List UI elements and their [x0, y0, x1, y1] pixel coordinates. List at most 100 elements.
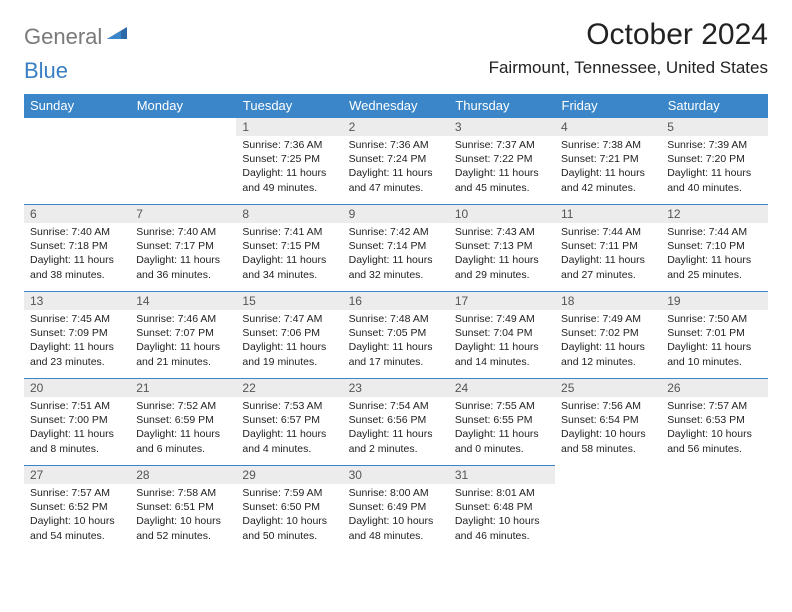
- calendar-cell: 21Sunrise: 7:52 AMSunset: 6:59 PMDayligh…: [130, 379, 236, 466]
- sunset-line: Sunset: 7:01 PM: [667, 326, 761, 340]
- logo-text-blue: Blue: [24, 58, 68, 84]
- day-number: 11: [555, 205, 661, 223]
- day-number: 8: [236, 205, 342, 223]
- sunset-line: Sunset: 6:54 PM: [561, 413, 655, 427]
- calendar-cell: 30Sunrise: 8:00 AMSunset: 6:49 PMDayligh…: [343, 466, 449, 553]
- day-content: Sunrise: 7:46 AMSunset: 7:07 PMDaylight:…: [130, 310, 236, 373]
- sunrise-line: Sunrise: 7:43 AM: [455, 225, 549, 239]
- sunrise-line: Sunrise: 7:44 AM: [667, 225, 761, 239]
- sunset-line: Sunset: 6:51 PM: [136, 500, 230, 514]
- day-header: Saturday: [661, 94, 767, 118]
- day-content: Sunrise: 7:49 AMSunset: 7:02 PMDaylight:…: [555, 310, 661, 373]
- daylight-line: Daylight: 11 hours and 6 minutes.: [136, 427, 230, 455]
- day-number: 24: [449, 379, 555, 397]
- day-content: Sunrise: 7:48 AMSunset: 7:05 PMDaylight:…: [343, 310, 449, 373]
- day-content: Sunrise: 7:37 AMSunset: 7:22 PMDaylight:…: [449, 136, 555, 199]
- daylight-line: Daylight: 11 hours and 12 minutes.: [561, 340, 655, 368]
- day-content: Sunrise: 7:47 AMSunset: 7:06 PMDaylight:…: [236, 310, 342, 373]
- daylight-line: Daylight: 10 hours and 50 minutes.: [242, 514, 336, 542]
- sunrise-line: Sunrise: 7:57 AM: [30, 486, 124, 500]
- daylight-line: Daylight: 11 hours and 25 minutes.: [667, 253, 761, 281]
- day-header: Sunday: [24, 94, 130, 118]
- day-content: Sunrise: 7:53 AMSunset: 6:57 PMDaylight:…: [236, 397, 342, 460]
- day-number: 10: [449, 205, 555, 223]
- day-content: Sunrise: 7:45 AMSunset: 7:09 PMDaylight:…: [24, 310, 130, 373]
- calendar-cell: 6Sunrise: 7:40 AMSunset: 7:18 PMDaylight…: [24, 205, 130, 292]
- sunset-line: Sunset: 7:11 PM: [561, 239, 655, 253]
- day-number: 6: [24, 205, 130, 223]
- sunrise-line: Sunrise: 7:49 AM: [455, 312, 549, 326]
- day-content: Sunrise: 7:36 AMSunset: 7:24 PMDaylight:…: [343, 136, 449, 199]
- daylight-line: Daylight: 11 hours and 2 minutes.: [349, 427, 443, 455]
- calendar-cell: 1 Sunrise: 7:36 AMSunset: 7:25 PMDaylight…: [236, 118, 342, 205]
- sunset-line: Sunset: 7:25 PM: [242, 152, 336, 166]
- day-number: 12: [661, 205, 767, 223]
- calendar-cell: 4Sunrise: 7:38 AMSunset: 7:21 PMDaylight…: [555, 118, 661, 205]
- sunset-line: Sunset: 6:56 PM: [349, 413, 443, 427]
- day-number: 30: [343, 466, 449, 484]
- sunrise-line: Sunrise: 7:46 AM: [136, 312, 230, 326]
- day-content: Sunrise: 7:39 AMSunset: 7:20 PMDaylight:…: [661, 136, 767, 199]
- sunset-line: Sunset: 7:21 PM: [561, 152, 655, 166]
- calendar-cell: 25Sunrise: 7:56 AMSunset: 6:54 PMDayligh…: [555, 379, 661, 466]
- calendar-table: SundayMondayTuesdayWednesdayThursdayFrid…: [24, 94, 768, 552]
- day-number: 1: [236, 118, 342, 136]
- sunset-line: Sunset: 7:22 PM: [455, 152, 549, 166]
- day-content: Sunrise: 7:55 AMSunset: 6:55 PMDaylight:…: [449, 397, 555, 460]
- day-header-row: SundayMondayTuesdayWednesdayThursdayFrid…: [24, 94, 768, 118]
- calendar-cell: [555, 466, 661, 553]
- day-content: Sunrise: 7:44 AMSunset: 7:11 PMDaylight:…: [555, 223, 661, 286]
- calendar-cell: 13Sunrise: 7:45 AMSunset: 7:09 PMDayligh…: [24, 292, 130, 379]
- daylight-line: Daylight: 11 hours and 21 minutes.: [136, 340, 230, 368]
- day-number: 7: [130, 205, 236, 223]
- location-text: Fairmount, Tennessee, United States: [489, 58, 768, 78]
- sunset-line: Sunset: 7:20 PM: [667, 152, 761, 166]
- title-block: October 2024 Fairmount, Tennessee, Unite…: [489, 18, 768, 78]
- sunset-line: Sunset: 7:13 PM: [455, 239, 549, 253]
- sunrise-line: Sunrise: 8:00 AM: [349, 486, 443, 500]
- day-content: Sunrise: 7:38 AMSunset: 7:21 PMDaylight:…: [555, 136, 661, 199]
- sunset-line: Sunset: 7:00 PM: [30, 413, 124, 427]
- day-number: 28: [130, 466, 236, 484]
- day-header: Thursday: [449, 94, 555, 118]
- logo-triangle-icon: [107, 23, 127, 44]
- calendar-cell: 5Sunrise: 7:39 AMSunset: 7:20 PMDaylight…: [661, 118, 767, 205]
- sunrise-line: Sunrise: 7:55 AM: [455, 399, 549, 413]
- sunrise-line: Sunrise: 7:36 AM: [242, 138, 336, 152]
- calendar-cell: 14Sunrise: 7:46 AMSunset: 7:07 PMDayligh…: [130, 292, 236, 379]
- calendar-cell: 17Sunrise: 7:49 AMSunset: 7:04 PMDayligh…: [449, 292, 555, 379]
- day-content: Sunrise: 7:52 AMSunset: 6:59 PMDaylight:…: [130, 397, 236, 460]
- sunrise-line: Sunrise: 7:44 AM: [561, 225, 655, 239]
- daylight-line: Daylight: 11 hours and 49 minutes.: [242, 166, 336, 194]
- calendar-cell: 24Sunrise: 7:55 AMSunset: 6:55 PMDayligh…: [449, 379, 555, 466]
- calendar-cell: 20Sunrise: 7:51 AMSunset: 7:00 PMDayligh…: [24, 379, 130, 466]
- day-content: Sunrise: 7:42 AMSunset: 7:14 PMDaylight:…: [343, 223, 449, 286]
- day-content: Sunrise: 7:43 AMSunset: 7:13 PMDaylight:…: [449, 223, 555, 286]
- sunrise-line: Sunrise: 7:45 AM: [30, 312, 124, 326]
- sunrise-line: Sunrise: 7:36 AM: [349, 138, 443, 152]
- day-content: Sunrise: 7:56 AMSunset: 6:54 PMDaylight:…: [555, 397, 661, 460]
- sunrise-line: Sunrise: 8:01 AM: [455, 486, 549, 500]
- day-number: 20: [24, 379, 130, 397]
- sunset-line: Sunset: 7:02 PM: [561, 326, 655, 340]
- calendar-week-row: 27Sunrise: 7:57 AMSunset: 6:52 PMDayligh…: [24, 466, 768, 553]
- sunrise-line: Sunrise: 7:38 AM: [561, 138, 655, 152]
- day-content: Sunrise: 7:57 AMSunset: 6:52 PMDaylight:…: [24, 484, 130, 547]
- calendar-cell: 26Sunrise: 7:57 AMSunset: 6:53 PMDayligh…: [661, 379, 767, 466]
- sunset-line: Sunset: 6:53 PM: [667, 413, 761, 427]
- day-content: Sunrise: 7:54 AMSunset: 6:56 PMDaylight:…: [343, 397, 449, 460]
- day-number: 15: [236, 292, 342, 310]
- logo: General: [24, 24, 129, 50]
- daylight-line: Daylight: 11 hours and 4 minutes.: [242, 427, 336, 455]
- sunrise-line: Sunrise: 7:59 AM: [242, 486, 336, 500]
- day-content: Sunrise: 7:58 AMSunset: 6:51 PMDaylight:…: [130, 484, 236, 547]
- calendar-cell: 18Sunrise: 7:49 AMSunset: 7:02 PMDayligh…: [555, 292, 661, 379]
- calendar-cell: 9Sunrise: 7:42 AMSunset: 7:14 PMDaylight…: [343, 205, 449, 292]
- sunrise-line: Sunrise: 7:54 AM: [349, 399, 443, 413]
- sunset-line: Sunset: 6:57 PM: [242, 413, 336, 427]
- calendar-cell: [24, 118, 130, 205]
- sunset-line: Sunset: 6:59 PM: [136, 413, 230, 427]
- day-header: Monday: [130, 94, 236, 118]
- calendar-cell: 11Sunrise: 7:44 AMSunset: 7:11 PMDayligh…: [555, 205, 661, 292]
- sunset-line: Sunset: 6:48 PM: [455, 500, 549, 514]
